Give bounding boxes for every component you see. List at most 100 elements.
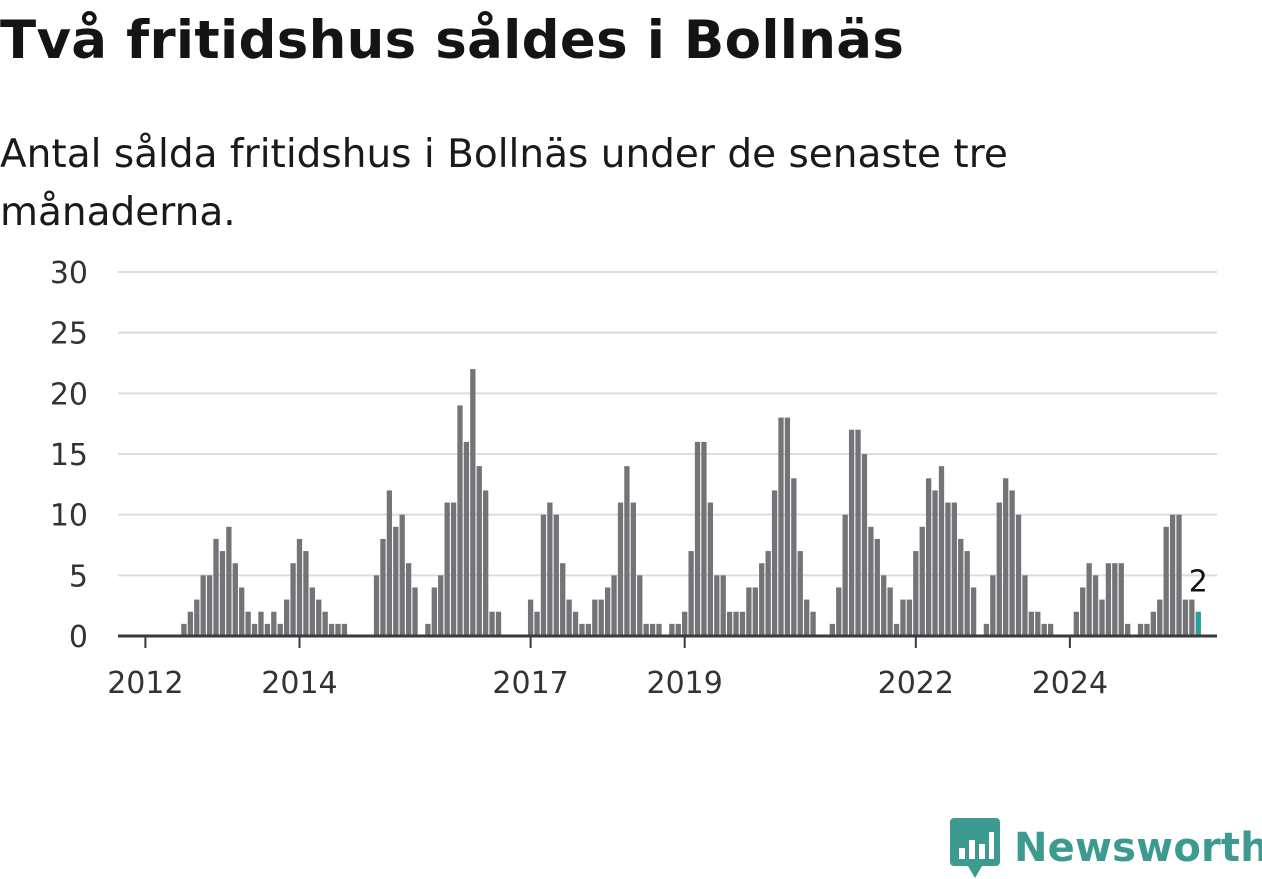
bar (239, 587, 245, 636)
y-tick-label: 20 (50, 377, 88, 412)
bar (913, 551, 919, 636)
x-tick-label: 2017 (492, 666, 568, 701)
bar (1080, 587, 1086, 636)
bar (996, 502, 1002, 636)
bar (983, 623, 990, 636)
bar (778, 417, 784, 636)
bar (1073, 611, 1079, 636)
bar (226, 526, 232, 636)
bar (874, 538, 880, 636)
bar (791, 478, 797, 636)
y-tick-label: 10 (50, 499, 88, 534)
bar (945, 502, 951, 636)
x-tick-label: 2022 (878, 666, 954, 701)
y-tick-label: 0 (69, 620, 88, 655)
bar (553, 514, 559, 636)
bar (1086, 563, 1092, 636)
bar (1118, 563, 1124, 636)
bar (579, 623, 585, 636)
bar (1163, 526, 1169, 636)
bar (784, 417, 791, 636)
bar (1176, 514, 1182, 636)
bar (405, 563, 412, 636)
bar (1125, 623, 1131, 636)
bar (1169, 514, 1176, 636)
bar (489, 611, 495, 636)
bar (534, 611, 540, 636)
bar (271, 611, 277, 636)
bar (463, 441, 470, 636)
bar (669, 623, 675, 636)
bar (277, 623, 283, 636)
bar (932, 490, 938, 636)
bar (386, 490, 393, 636)
bar (251, 623, 258, 636)
brand-name: Newsworthy (1014, 825, 1262, 871)
bar (341, 623, 348, 636)
bar (1035, 611, 1041, 636)
bar (425, 623, 431, 636)
bar (585, 623, 592, 636)
bar (412, 587, 418, 636)
bar (450, 502, 457, 636)
bar (951, 502, 957, 636)
bar (861, 454, 868, 636)
bar (284, 599, 290, 636)
bar (598, 599, 604, 636)
bar (617, 502, 624, 636)
bar (194, 599, 200, 636)
bar (560, 563, 566, 636)
bar (990, 575, 996, 636)
bar (1092, 575, 1099, 636)
bar (688, 551, 694, 636)
bar (309, 587, 315, 636)
bar (726, 611, 733, 636)
bar (373, 575, 380, 636)
bar (328, 623, 335, 636)
bar (1028, 611, 1035, 636)
bar (900, 599, 906, 636)
bar (457, 405, 463, 636)
bar (1099, 599, 1105, 636)
bar (444, 502, 450, 636)
bar (707, 502, 714, 636)
bar (566, 599, 572, 636)
bar (868, 526, 874, 636)
bar (919, 526, 925, 636)
bar (264, 623, 271, 636)
bar (527, 599, 534, 636)
y-tick-label: 30 (50, 256, 88, 291)
bar (232, 563, 238, 636)
bar (245, 611, 251, 636)
bar (893, 623, 900, 636)
bar (206, 575, 213, 636)
bar (656, 623, 662, 636)
bar (572, 611, 579, 636)
bar (848, 429, 855, 636)
bar (470, 369, 476, 636)
bar (399, 514, 405, 636)
bar (1105, 563, 1112, 636)
bar (1157, 599, 1163, 636)
bar (540, 514, 547, 636)
bar (765, 551, 771, 636)
chart-subtitle: Antal sålda fritidshus i Bollnäs under d… (0, 132, 1008, 235)
x-tick-label: 2024 (1032, 666, 1108, 701)
bar (964, 551, 970, 636)
bar (431, 587, 437, 636)
bar (1112, 563, 1118, 636)
bar (836, 587, 842, 636)
bar (720, 575, 726, 636)
bar (547, 502, 553, 636)
bar (694, 441, 701, 636)
chart-title: Två fritidshus såldes i Bollnäs (0, 10, 905, 71)
bar (624, 466, 630, 636)
bar (682, 611, 688, 636)
newsworthy-logo: Newsworthy (950, 818, 1262, 878)
bar (219, 551, 226, 636)
bar (1015, 514, 1022, 636)
y-tick-label: 15 (50, 438, 88, 473)
bar (906, 599, 913, 636)
bar (322, 611, 328, 636)
bar (438, 575, 444, 636)
